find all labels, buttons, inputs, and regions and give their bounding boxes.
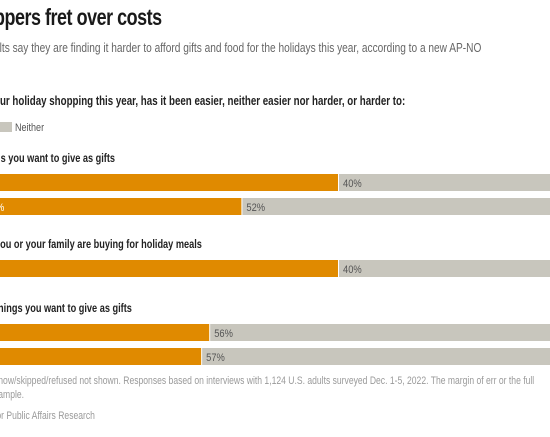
- data-label-neither: 40%: [343, 178, 362, 190]
- bar-harder: [0, 198, 242, 215]
- group-label: things you want to give as gifts: [0, 303, 132, 315]
- chart-subtitle: ults say they are finding it harder to a…: [0, 40, 482, 55]
- data-label-neither: 56%: [214, 328, 233, 340]
- survey-question: our holiday shopping this year, has it b…: [0, 94, 406, 108]
- legend: Neither: [0, 122, 50, 134]
- bar-harder: [0, 260, 338, 277]
- bar-neither: [210, 324, 550, 341]
- data-label-neither: 52%: [246, 202, 265, 214]
- bar-neither: [242, 198, 550, 215]
- source-note: for Public Affairs Research: [0, 410, 95, 422]
- data-label-neither: 40%: [343, 264, 362, 276]
- bar-harder: [0, 174, 338, 191]
- group-label: you or your family are buying for holida…: [0, 239, 202, 251]
- group-label: gs you want to give as gifts: [0, 153, 115, 165]
- chart-title: ppers fret over costs: [0, 4, 162, 30]
- legend-label-neither: Neither: [15, 122, 45, 134]
- bar-harder: [0, 348, 202, 365]
- bar-neither: [202, 348, 550, 365]
- legend-swatch-neither: [0, 122, 12, 132]
- bar-neither: [339, 174, 550, 191]
- data-label-neither: 57%: [206, 352, 225, 364]
- data-label-harder: %: [0, 202, 4, 214]
- bar-harder: [0, 324, 210, 341]
- bar-neither: [339, 260, 550, 277]
- footnote: know/skipped/refused not shown. Response…: [0, 375, 535, 401]
